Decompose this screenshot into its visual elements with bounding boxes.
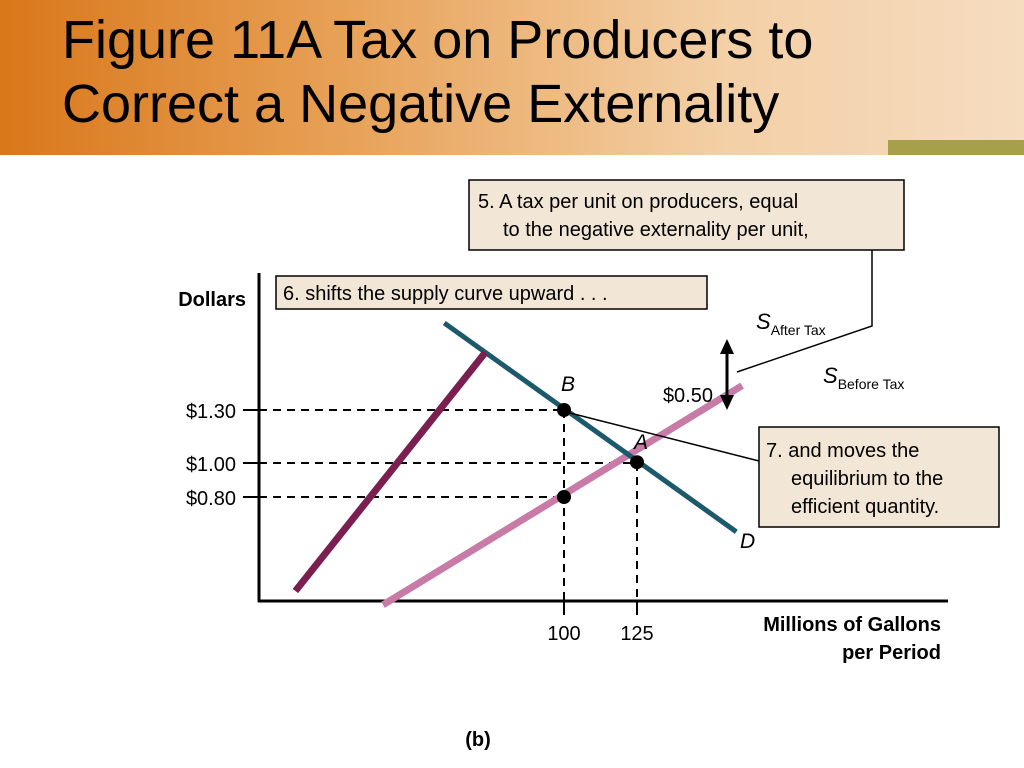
equilibrium-point-b (557, 403, 571, 417)
annotation-7-leader (565, 411, 760, 462)
price-received-point (557, 490, 571, 504)
y-tick-label: $1.00 (186, 454, 236, 476)
annotation-7-callout: 7. and moves the equilibrium to the effi… (758, 426, 1000, 528)
equilibrium-point-a (630, 455, 644, 470)
annotation-5-leader (736, 250, 873, 373)
annotation-5-line-1: 5. A tax per unit on producers, equal (478, 191, 798, 213)
demand-label: D (740, 530, 755, 553)
supply-before-tax-label-main: S (823, 363, 838, 388)
x-axis-label-line-2: per Period (842, 642, 941, 664)
figure-caption: (b) (465, 729, 491, 751)
supply-before-tax-label: SBefore Tax (823, 363, 904, 392)
annotation-5-line-2: to the negative externality per unit, (503, 219, 809, 241)
annotation-6-line-1: 6. shifts the supply curve upward . . . (283, 283, 608, 305)
annotation-7-box (758, 426, 1000, 528)
tax-arrow-head-down (720, 395, 734, 410)
supply-after-tax-label-sub: After Tax (771, 322, 826, 338)
supply-after-tax-line (292, 350, 488, 594)
y-tick-label: $1.30 (186, 401, 236, 423)
x-axis-label-line-1: Millions of Gallons (763, 614, 941, 636)
supply-before-tax-label-sub: Before Tax (838, 376, 905, 392)
supply-after-tax-label: SAfter Tax (756, 309, 826, 338)
supply-after-tax-label-main: S (756, 309, 771, 334)
accent-bar (888, 140, 1024, 155)
title-banner (0, 0, 1024, 155)
annotation-6-callout: 6. shifts the supply curve upward . . . (275, 275, 708, 310)
tax-arrow (720, 339, 734, 410)
y-tick-label: $0.80 (186, 488, 236, 510)
x-tick-label: 125 (620, 623, 653, 645)
tax-arrow-head-up (720, 339, 734, 354)
annotation-7-line-1: 7. and moves the (766, 440, 919, 462)
point-b-label: B (561, 373, 575, 396)
x-tick-label: 100 (547, 623, 580, 645)
demand-line (442, 320, 738, 534)
annotation-6-box (275, 275, 708, 310)
annotation-7-line-2: equilibrium to the (791, 468, 943, 490)
slide-title: Figure 11A Tax on Producers to Correct a… (62, 8, 813, 136)
slide-title-line-1: Figure 11A Tax on Producers to (62, 10, 814, 70)
y-axis-label: Dollars (178, 289, 246, 311)
annotation-5-box (468, 179, 905, 251)
tax-amount-label: $0.50 (663, 385, 713, 407)
slide-title-line-2: Correct a Negative Externality (62, 74, 780, 134)
annotation-5-callout: 5. A tax per unit on producers, equal to… (468, 179, 905, 251)
annotation-7-line-3: efficient quantity. (791, 496, 939, 518)
point-a-label: A (632, 431, 648, 454)
